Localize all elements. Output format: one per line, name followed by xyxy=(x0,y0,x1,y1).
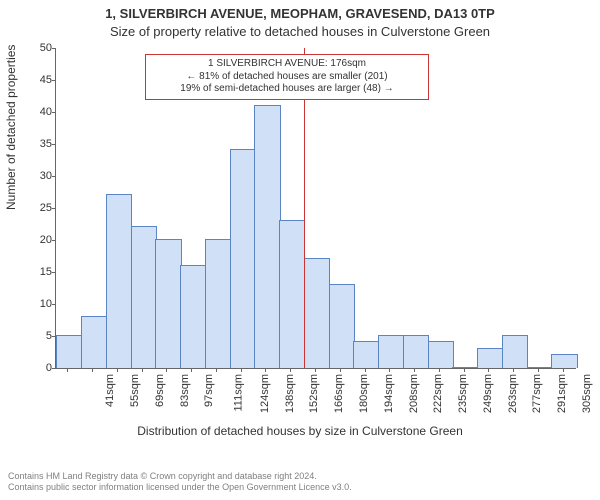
footer-line2: Contains public sector information licen… xyxy=(8,482,352,494)
y-tick-label: 0 xyxy=(26,362,52,374)
histogram-bar xyxy=(304,258,330,368)
histogram-bar xyxy=(106,194,132,368)
histogram-bar xyxy=(131,226,157,368)
histogram-bar xyxy=(551,354,577,368)
x-tick-mark xyxy=(340,368,341,372)
x-tick-mark xyxy=(117,368,118,372)
y-tick-mark xyxy=(52,48,56,49)
x-tick-mark xyxy=(563,368,564,372)
y-tick-mark xyxy=(52,240,56,241)
footer-line1: Contains HM Land Registry data © Crown c… xyxy=(8,471,352,483)
y-tick-label: 5 xyxy=(26,330,52,342)
x-tick-label: 152sqm xyxy=(309,374,321,413)
y-tick-mark xyxy=(52,144,56,145)
y-tick-mark xyxy=(52,80,56,81)
histogram-bar xyxy=(254,105,280,368)
x-tick-label: 124sqm xyxy=(259,374,271,413)
y-tick-mark xyxy=(52,272,56,273)
x-tick-mark xyxy=(488,368,489,372)
histogram-bar xyxy=(502,335,528,368)
x-tick-label: 235sqm xyxy=(457,374,469,413)
x-tick-mark xyxy=(216,368,217,372)
y-tick-mark xyxy=(52,368,56,369)
x-tick-mark xyxy=(92,368,93,372)
y-tick-label: 50 xyxy=(26,42,52,54)
x-tick-label: 263sqm xyxy=(507,374,519,413)
x-tick-label: 277sqm xyxy=(531,374,543,413)
histogram-bar xyxy=(329,284,355,368)
histogram-bar xyxy=(230,149,256,368)
histogram-bar xyxy=(378,335,404,368)
x-tick-mark xyxy=(414,368,415,372)
x-tick-label: 41sqm xyxy=(104,374,116,407)
x-tick-mark xyxy=(315,368,316,372)
y-tick-mark xyxy=(52,304,56,305)
x-axis-label: Distribution of detached houses by size … xyxy=(0,424,600,438)
info-line-1: 1 SILVERBIRCH AVENUE: 176sqm xyxy=(152,58,422,71)
histogram-bar xyxy=(155,239,181,368)
y-tick-label: 10 xyxy=(26,298,52,310)
y-tick-label: 45 xyxy=(26,74,52,86)
x-tick-label: 180sqm xyxy=(358,374,370,413)
y-tick-label: 35 xyxy=(26,138,52,150)
x-tick-label: 97sqm xyxy=(203,374,215,407)
x-tick-label: 222sqm xyxy=(432,374,444,413)
histogram-bar xyxy=(353,341,379,368)
y-tick-mark xyxy=(52,208,56,209)
x-tick-mark xyxy=(67,368,68,372)
x-tick-label: 111sqm xyxy=(233,374,245,412)
x-tick-label: 291sqm xyxy=(556,374,568,413)
histogram-bar xyxy=(205,239,231,368)
x-tick-mark xyxy=(265,368,266,372)
histogram-bar xyxy=(428,341,454,368)
y-tick-label: 30 xyxy=(26,170,52,182)
x-tick-mark xyxy=(142,368,143,372)
x-tick-mark xyxy=(290,368,291,372)
histogram-bar xyxy=(477,348,503,368)
x-tick-mark xyxy=(538,368,539,372)
x-tick-label: 208sqm xyxy=(408,374,420,413)
info-line-2: ← 81% of detached houses are smaller (20… xyxy=(152,71,422,84)
y-tick-label: 40 xyxy=(26,106,52,118)
x-tick-mark xyxy=(439,368,440,372)
y-axis-label: Number of detached properties xyxy=(4,45,18,210)
histogram-bar xyxy=(527,367,553,368)
histogram-bar xyxy=(81,316,107,368)
x-tick-label: 138sqm xyxy=(284,374,296,413)
y-tick-label: 25 xyxy=(26,202,52,214)
info-line-3: 19% of semi-detached houses are larger (… xyxy=(152,83,422,96)
y-tick-mark xyxy=(52,112,56,113)
chart-root: 1, SILVERBIRCH AVENUE, MEOPHAM, GRAVESEN… xyxy=(0,0,600,500)
info-callout-box: 1 SILVERBIRCH AVENUE: 176sqm← 81% of det… xyxy=(145,54,429,100)
x-tick-mark xyxy=(464,368,465,372)
x-tick-label: 305sqm xyxy=(581,374,593,413)
histogram-bar xyxy=(452,367,478,368)
x-tick-label: 194sqm xyxy=(383,374,395,413)
histogram-bar xyxy=(279,220,305,368)
y-tick-mark xyxy=(52,336,56,337)
y-tick-label: 20 xyxy=(26,234,52,246)
x-tick-mark xyxy=(513,368,514,372)
histogram-bar xyxy=(403,335,429,368)
x-tick-mark xyxy=(365,368,366,372)
x-tick-label: 55sqm xyxy=(129,374,141,407)
y-tick-label: 15 xyxy=(26,266,52,278)
histogram-bar xyxy=(56,335,82,368)
x-tick-label: 83sqm xyxy=(179,374,191,407)
x-tick-mark xyxy=(166,368,167,372)
x-tick-mark xyxy=(389,368,390,372)
histogram-bar xyxy=(180,265,206,368)
y-tick-mark xyxy=(52,176,56,177)
x-tick-label: 249sqm xyxy=(482,374,494,413)
x-tick-label: 69sqm xyxy=(154,374,166,407)
x-tick-mark xyxy=(191,368,192,372)
chart-subtitle: Size of property relative to detached ho… xyxy=(0,24,600,39)
x-tick-label: 166sqm xyxy=(333,374,345,413)
x-tick-mark xyxy=(241,368,242,372)
footer-attribution: Contains HM Land Registry data © Crown c… xyxy=(8,471,352,494)
page-title: 1, SILVERBIRCH AVENUE, MEOPHAM, GRAVESEN… xyxy=(0,6,600,21)
